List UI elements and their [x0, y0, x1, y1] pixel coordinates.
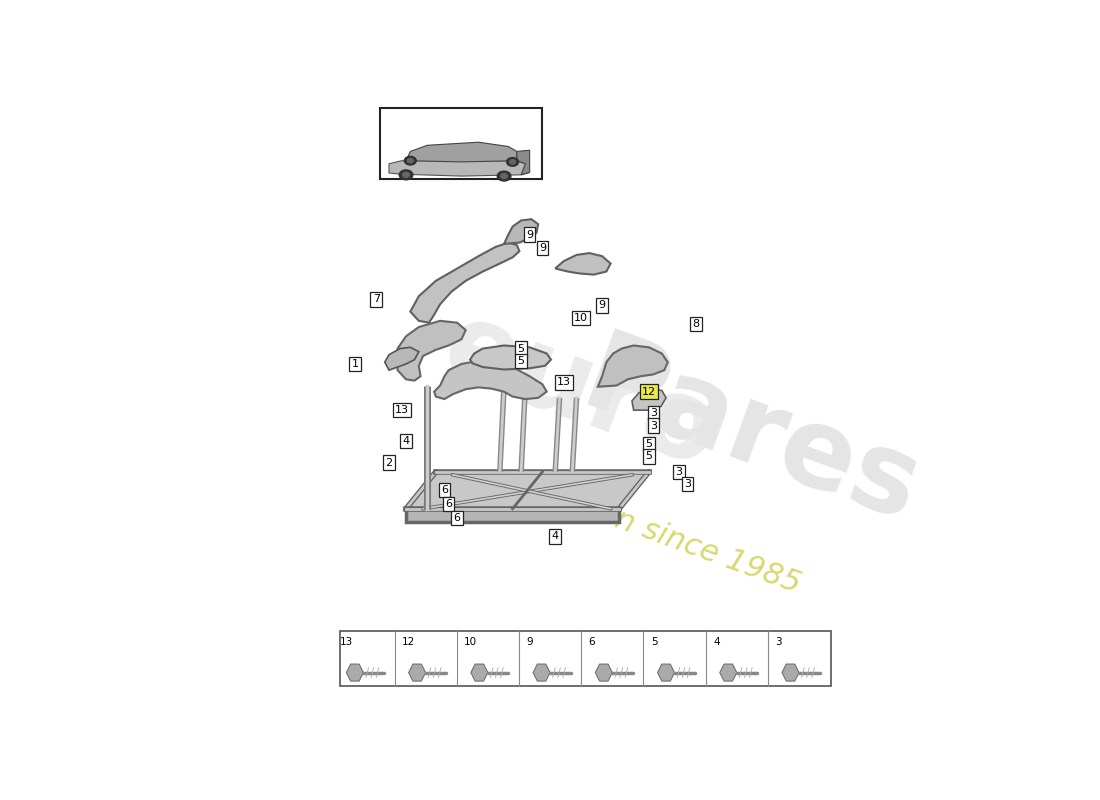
Text: 6: 6	[441, 486, 448, 495]
Polygon shape	[406, 142, 517, 162]
Text: 6: 6	[588, 637, 595, 646]
Text: 9: 9	[526, 230, 534, 240]
Polygon shape	[408, 664, 426, 681]
Polygon shape	[346, 664, 363, 681]
Text: 13: 13	[340, 637, 353, 646]
Text: 3: 3	[776, 637, 782, 646]
Polygon shape	[595, 664, 613, 681]
Circle shape	[497, 171, 510, 181]
Text: 3: 3	[675, 466, 682, 477]
Text: 3: 3	[650, 408, 657, 418]
Text: 8: 8	[692, 319, 700, 329]
Circle shape	[500, 174, 507, 178]
Text: 3: 3	[650, 421, 657, 430]
Polygon shape	[434, 361, 547, 399]
Text: 7: 7	[373, 294, 380, 304]
Polygon shape	[406, 509, 619, 522]
Text: 9: 9	[539, 243, 546, 253]
Polygon shape	[397, 321, 465, 381]
Polygon shape	[658, 664, 674, 681]
Polygon shape	[631, 389, 666, 410]
Polygon shape	[719, 664, 737, 681]
Text: 2: 2	[385, 458, 393, 467]
Text: 13: 13	[557, 378, 571, 387]
Polygon shape	[504, 219, 538, 244]
Polygon shape	[598, 346, 668, 386]
Polygon shape	[470, 346, 551, 370]
Polygon shape	[410, 242, 519, 322]
Circle shape	[507, 158, 518, 166]
Text: 9: 9	[526, 637, 532, 646]
Text: 5: 5	[518, 343, 525, 354]
Polygon shape	[517, 150, 530, 175]
Circle shape	[399, 170, 412, 180]
Text: 1: 1	[351, 359, 359, 369]
Text: 4: 4	[713, 637, 719, 646]
Text: a passion since 1985: a passion since 1985	[493, 462, 805, 599]
Polygon shape	[406, 472, 649, 509]
Circle shape	[403, 172, 409, 178]
Polygon shape	[556, 253, 610, 274]
Text: 12: 12	[402, 637, 415, 646]
Circle shape	[407, 158, 414, 163]
Text: 10: 10	[574, 313, 587, 322]
Bar	[340, 630, 830, 686]
Polygon shape	[389, 161, 530, 176]
Text: 10: 10	[464, 637, 477, 646]
Text: Pares: Pares	[569, 325, 934, 545]
Circle shape	[509, 160, 516, 164]
Text: 6: 6	[446, 498, 452, 509]
Text: 4: 4	[552, 531, 559, 542]
Text: 12: 12	[642, 386, 656, 397]
Polygon shape	[782, 664, 799, 681]
Polygon shape	[534, 664, 550, 681]
Text: 9: 9	[598, 301, 606, 310]
Text: 6: 6	[453, 513, 461, 523]
Text: 5: 5	[646, 439, 652, 449]
Text: 5: 5	[518, 356, 525, 366]
Text: 5: 5	[646, 451, 652, 462]
Text: 3: 3	[684, 479, 691, 489]
Text: 5: 5	[651, 637, 658, 646]
Text: 13: 13	[395, 405, 409, 415]
Bar	[381, 108, 542, 179]
Polygon shape	[471, 664, 488, 681]
Text: 4: 4	[403, 436, 409, 446]
Circle shape	[405, 156, 416, 165]
Text: euro: euro	[428, 293, 734, 490]
Polygon shape	[385, 347, 419, 370]
